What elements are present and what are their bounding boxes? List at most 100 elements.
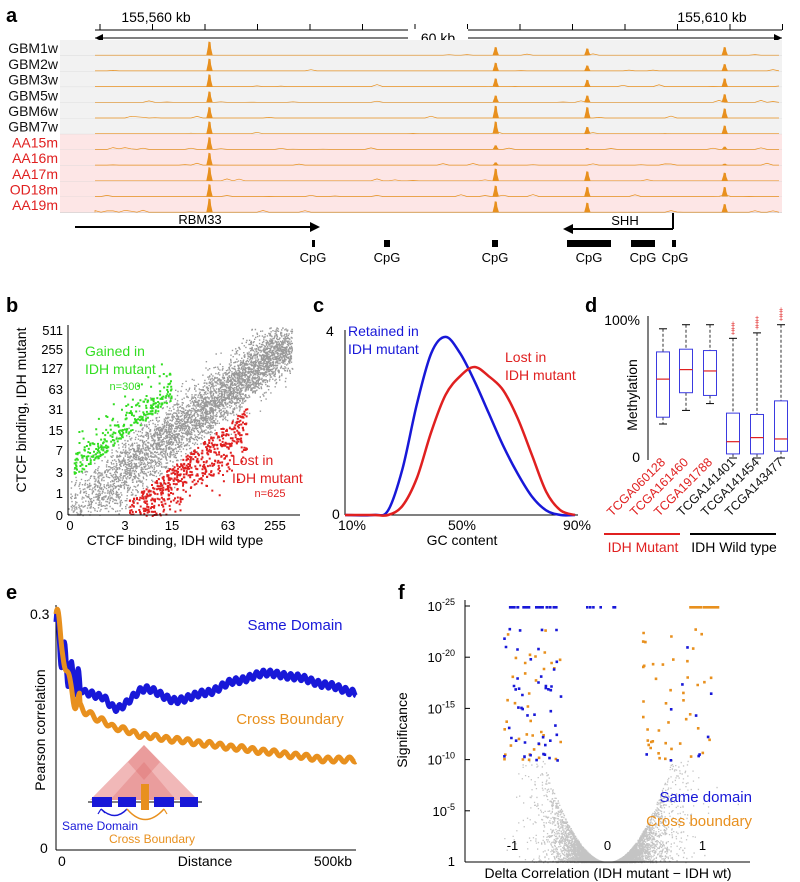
- box-body: [750, 413, 764, 455]
- ctcf-peak: [721, 46, 728, 56]
- c-series-line: [344, 335, 576, 517]
- outlier-mark: +: [779, 312, 783, 319]
- ctcf-peak: [584, 202, 591, 213]
- tad-hotspot: [128, 745, 160, 780]
- d-group-wt: IDH Wild type: [691, 539, 777, 555]
- outlier-mark: +: [755, 325, 759, 332]
- gene-rbm33: RBM33: [178, 212, 221, 227]
- f-xaxis-title: Delta Correlation (IDH mutant − IDH wt): [484, 865, 731, 881]
- b-ytick: 255: [41, 342, 63, 357]
- ctcf-peak: [492, 46, 499, 56]
- lost-points: [128, 408, 249, 517]
- box-body: [726, 412, 740, 455]
- f-xtick: -1: [507, 838, 519, 853]
- c-xtick: 10%: [338, 517, 366, 533]
- tad-boundary: [141, 784, 149, 810]
- c-xaxis-title: GC content: [427, 532, 498, 548]
- ctcf-peak: [584, 65, 591, 71]
- cpg-bar: [312, 240, 315, 247]
- ctcf-peak: [206, 107, 213, 118]
- outlier-mark: +: [731, 330, 735, 337]
- track-background: [60, 102, 782, 119]
- f-ytick: 10-20: [428, 648, 455, 665]
- outlier-mark: +: [731, 325, 735, 332]
- f-ytick-exp: -10: [442, 751, 455, 761]
- outlier-mark: +: [755, 315, 759, 322]
- e-yaxis-title: Pearson correlation: [32, 669, 48, 790]
- track-label: AA17m: [12, 166, 58, 182]
- panel-e: e 0.3 0 0 500kb Distance Pearson correla…: [6, 582, 358, 869]
- b-lost-n: n=625: [255, 488, 286, 500]
- d-boxes: ++++++++++ +++++: [656, 307, 788, 459]
- ctcf-peak: [492, 145, 499, 150]
- f-xticks: -1 0 1: [507, 838, 706, 853]
- scatter-points-b: [68, 327, 294, 517]
- b-ytick: 0: [56, 508, 63, 523]
- ctcf-peak: [492, 201, 499, 213]
- box-body: [656, 351, 670, 418]
- e-xmin: 0: [58, 853, 66, 869]
- outlier-mark: +: [779, 317, 783, 324]
- ctcf-peak: [721, 146, 728, 150]
- cpg-label: CpG: [374, 250, 401, 265]
- tad-triangle-center: [110, 762, 176, 800]
- b-gained-label: Gained in IDH mutant: [85, 343, 156, 377]
- c-ymax: 4: [326, 323, 334, 339]
- track-label: AA15m: [12, 134, 58, 150]
- panel-c-label: c: [313, 295, 324, 317]
- b-yaxis-title: CTCF binding, IDH mutant: [13, 327, 29, 492]
- f-ytick-base: 10: [428, 753, 442, 768]
- box-body: [703, 350, 717, 396]
- f-xtick: 1: [699, 838, 706, 853]
- f-ytick-base: 10: [428, 701, 442, 716]
- ctcf-peak: [206, 184, 213, 197]
- ruler-left-label: 155,560 kb: [121, 9, 190, 25]
- cpg-label: CpG: [300, 250, 327, 265]
- inset-cross-label: Cross Boundary: [109, 832, 195, 846]
- e-series-line: [53, 606, 358, 765]
- shh-arrow-icon: [563, 224, 573, 234]
- panel-a-label: a: [6, 5, 18, 27]
- ctcf-peak: [721, 94, 728, 103]
- f-legend-same: Same domain: [659, 789, 752, 806]
- same-domain-points: [503, 606, 713, 762]
- track-background: [60, 87, 782, 103]
- cpg-label: CpG: [662, 250, 689, 265]
- cpg-bar: [492, 240, 498, 247]
- e-xaxis-title: Distance: [178, 853, 233, 869]
- track-background: [60, 181, 782, 197]
- f-ytick: 10-5: [433, 802, 455, 819]
- text-line: Lost in: [505, 349, 546, 365]
- ctcf-peak: [206, 74, 213, 87]
- ctcf-peak: [206, 58, 213, 71]
- ctcf-peak: [584, 126, 591, 134]
- panel-d: d 100% 0 Methylation ++++++++++ +++++ TCG…: [585, 295, 788, 555]
- track-background: [60, 197, 782, 213]
- ctcf-peak: [206, 121, 213, 134]
- track-background: [60, 71, 782, 88]
- text-line: Lost in: [232, 452, 273, 468]
- e-series-line: [53, 608, 358, 714]
- ctcf-peak: [721, 163, 728, 166]
- cross-boundary-arc-head: [159, 808, 168, 815]
- outlier-mark: +: [755, 322, 759, 329]
- same-domain-arc-head: [97, 808, 106, 815]
- ctcf-peak: [492, 162, 499, 166]
- gained-points: [73, 363, 173, 475]
- ctcf-peak: [721, 125, 728, 134]
- panel-a: a 155,560 kb 155,610 kb 60 kb GBM1wGBM2w…: [6, 5, 783, 265]
- ctcf-peak: [721, 108, 728, 118]
- f-ytick: 10-10: [428, 751, 455, 768]
- ctcf-peak: [206, 137, 213, 150]
- d-ytick-0: 0: [632, 449, 640, 465]
- b-xtick: 3: [121, 518, 128, 533]
- ctcf-peak: [492, 95, 499, 103]
- text-line: IDH mutant: [85, 361, 156, 377]
- cross-boundary-arc: [126, 808, 165, 821]
- ctcf-peak: [492, 121, 499, 134]
- b-ytick: 127: [41, 361, 63, 376]
- f-yaxis-title: Significance: [394, 692, 410, 768]
- outlier-mark: +: [779, 309, 783, 316]
